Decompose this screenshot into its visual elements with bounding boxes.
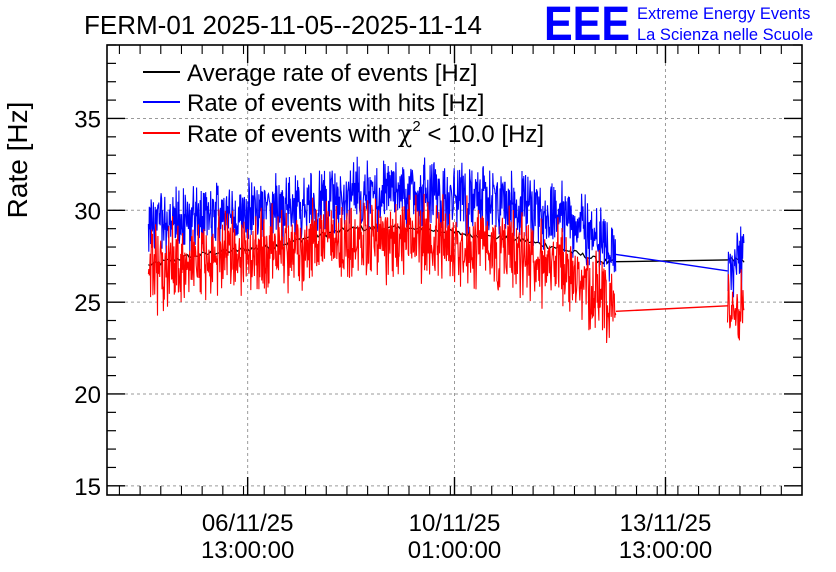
y-tick-label: 15 <box>74 474 101 501</box>
x-tick-label-date: 13/11/25 <box>620 510 712 537</box>
logo-line-2: La Scienza nelle Scuole <box>637 26 813 44</box>
x-tick-label-date: 10/11/25 <box>409 510 501 537</box>
legend-label-chi2-suffix: < 10.0 [Hz] <box>421 121 544 148</box>
x-tick-label-time: 13:00:00 <box>201 537 294 564</box>
logo-line-1: Extreme Energy Events <box>637 5 810 23</box>
legend-label-hits: Rate of events with hits [Hz] <box>187 90 484 117</box>
chart-title: FERM-01 2025-11-05--2025-11-14 <box>84 10 482 40</box>
x-tick-label-time: 13:00:00 <box>619 537 712 564</box>
eee-logo-mark: EEE <box>544 0 630 51</box>
series-2 <box>147 193 745 344</box>
y-tick-label: 20 <box>74 382 101 409</box>
legend-label-chi-symbol: χ <box>398 120 413 148</box>
series-layer <box>147 156 745 344</box>
series-gap-line <box>615 305 728 313</box>
legend-label-average: Average rate of events [Hz] <box>187 60 477 87</box>
axis-ticks <box>107 44 802 495</box>
legend-label-superscript: 2 <box>412 118 420 135</box>
legend-label-chi2-prefix: Rate of events with <box>187 121 398 148</box>
y-axis-label: Rate [Hz] <box>2 102 33 219</box>
series-gap-line <box>615 253 728 272</box>
series-gap-line <box>615 259 728 263</box>
legend-label-chi2: Rate of events with χ2 < 10.0 [Hz] <box>187 118 544 148</box>
series-noise <box>147 193 745 344</box>
y-tick-label: 35 <box>74 106 101 133</box>
x-tick-label-date: 06/11/25 <box>202 510 294 537</box>
eee-logo: EEE Extreme Energy Events La Scienza nel… <box>544 0 813 51</box>
y-tick-label: 25 <box>74 290 101 317</box>
y-tick-label: 30 <box>74 198 101 225</box>
legend: Average rate of events [Hz] Rate of even… <box>143 60 544 148</box>
x-tick-label-time: 01:00:00 <box>408 537 501 564</box>
